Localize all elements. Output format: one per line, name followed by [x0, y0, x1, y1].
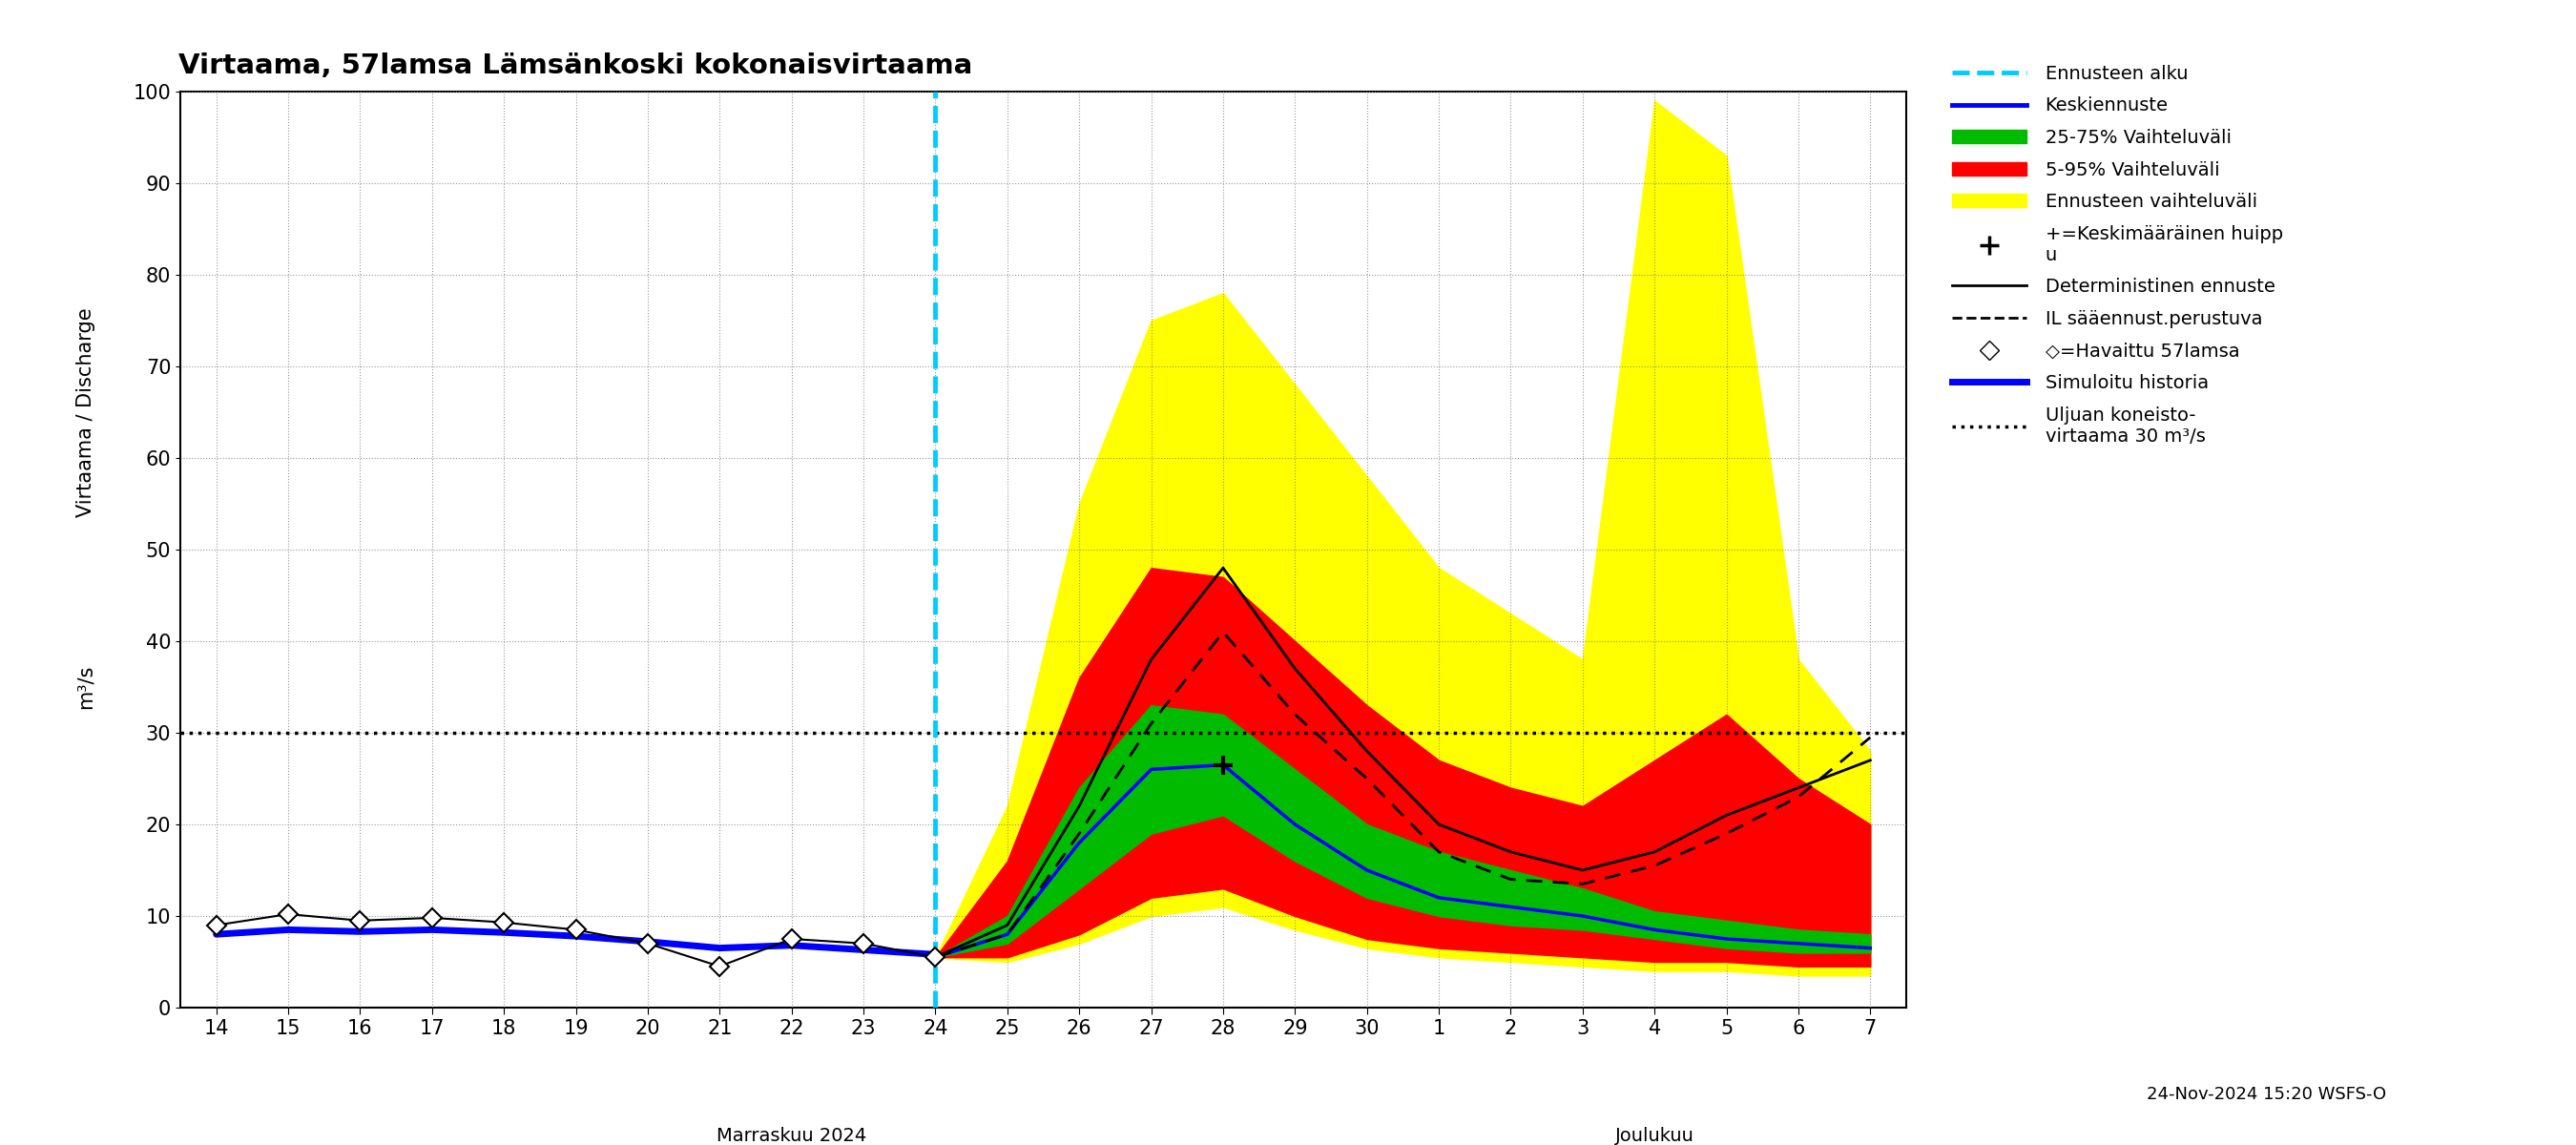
Text: m³/s: m³/s: [75, 665, 95, 709]
Text: Marraskuu 2024
November: Marraskuu 2024 November: [716, 1127, 866, 1145]
Text: Virtaama / Discharge: Virtaama / Discharge: [75, 307, 95, 518]
Text: 24-Nov-2024 15:20 WSFS-O: 24-Nov-2024 15:20 WSFS-O: [2146, 1085, 2388, 1103]
Text: Joulukuu
December: Joulukuu December: [1607, 1127, 1703, 1145]
Legend: Ennusteen alku, Keskiennuste, 25-75% Vaihteluväli, 5-95% Vaihteluväli, Ennusteen: Ennusteen alku, Keskiennuste, 25-75% Vai…: [1945, 57, 2290, 452]
Text: Virtaama, 57lamsa Lämsänkoski kokonaisvirtaama: Virtaama, 57lamsa Lämsänkoski kokonaisvi…: [178, 52, 974, 79]
